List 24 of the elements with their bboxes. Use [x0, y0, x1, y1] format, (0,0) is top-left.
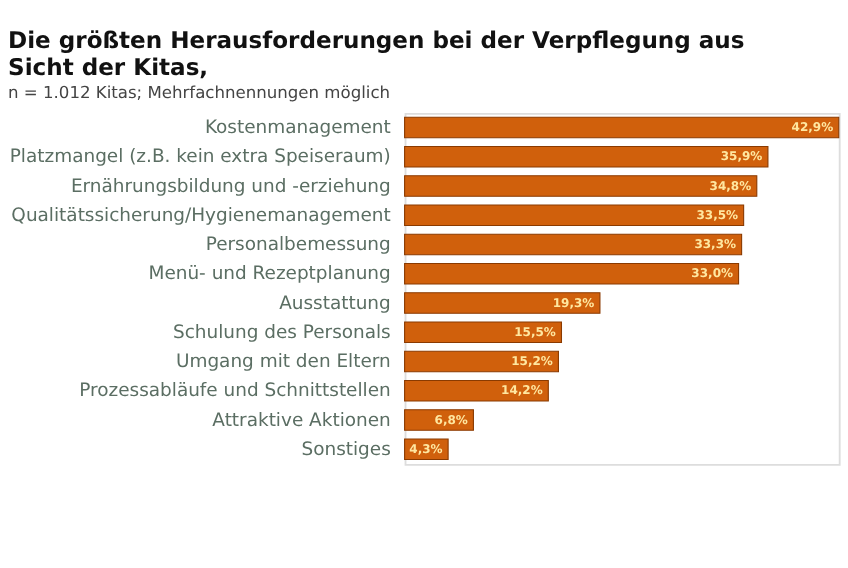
y-tick-label: Attraktive Aktionen [212, 409, 392, 432]
bar [404, 262, 740, 285]
bar [404, 350, 559, 373]
y-tick-label: Ausstattung [279, 292, 392, 315]
y-tick-label: Ernährungsbildung und -erziehung [70, 175, 392, 198]
y-tick-label: Prozessabläufe und Schnittstellen [79, 380, 392, 403]
bar [404, 380, 549, 402]
bar [404, 175, 758, 197]
y-tick-label: Sonstiges [301, 438, 392, 461]
bar [404, 233, 743, 256]
bar [404, 116, 840, 139]
text: n = 1.012 Kitas; Mehrfachnennungen möglich [8, 82, 391, 103]
y-tick-label: Umgang mit den Eltern [175, 351, 392, 374]
y-tick-label: Menü- und Rezeptplanung [148, 263, 392, 286]
y-tick-label: Kostenmanagement [204, 117, 392, 140]
chart-title: Die größten Herausforderungen bei der Verpflegung aus Sicht der Kitas, [8, 26, 745, 82]
y-tick-label: Personalbemessung [205, 234, 392, 257]
bar [404, 321, 563, 344]
bar [404, 204, 745, 227]
y-tick-label: Schulung des Personals [172, 321, 392, 344]
y-tick-label: Qualitätssicherung/Hygienemanagement [11, 204, 392, 227]
y-tick-label: Platzmangel (z.B. kein extra Speiseraum) [9, 146, 391, 169]
bar [404, 145, 769, 168]
bar [404, 292, 601, 314]
